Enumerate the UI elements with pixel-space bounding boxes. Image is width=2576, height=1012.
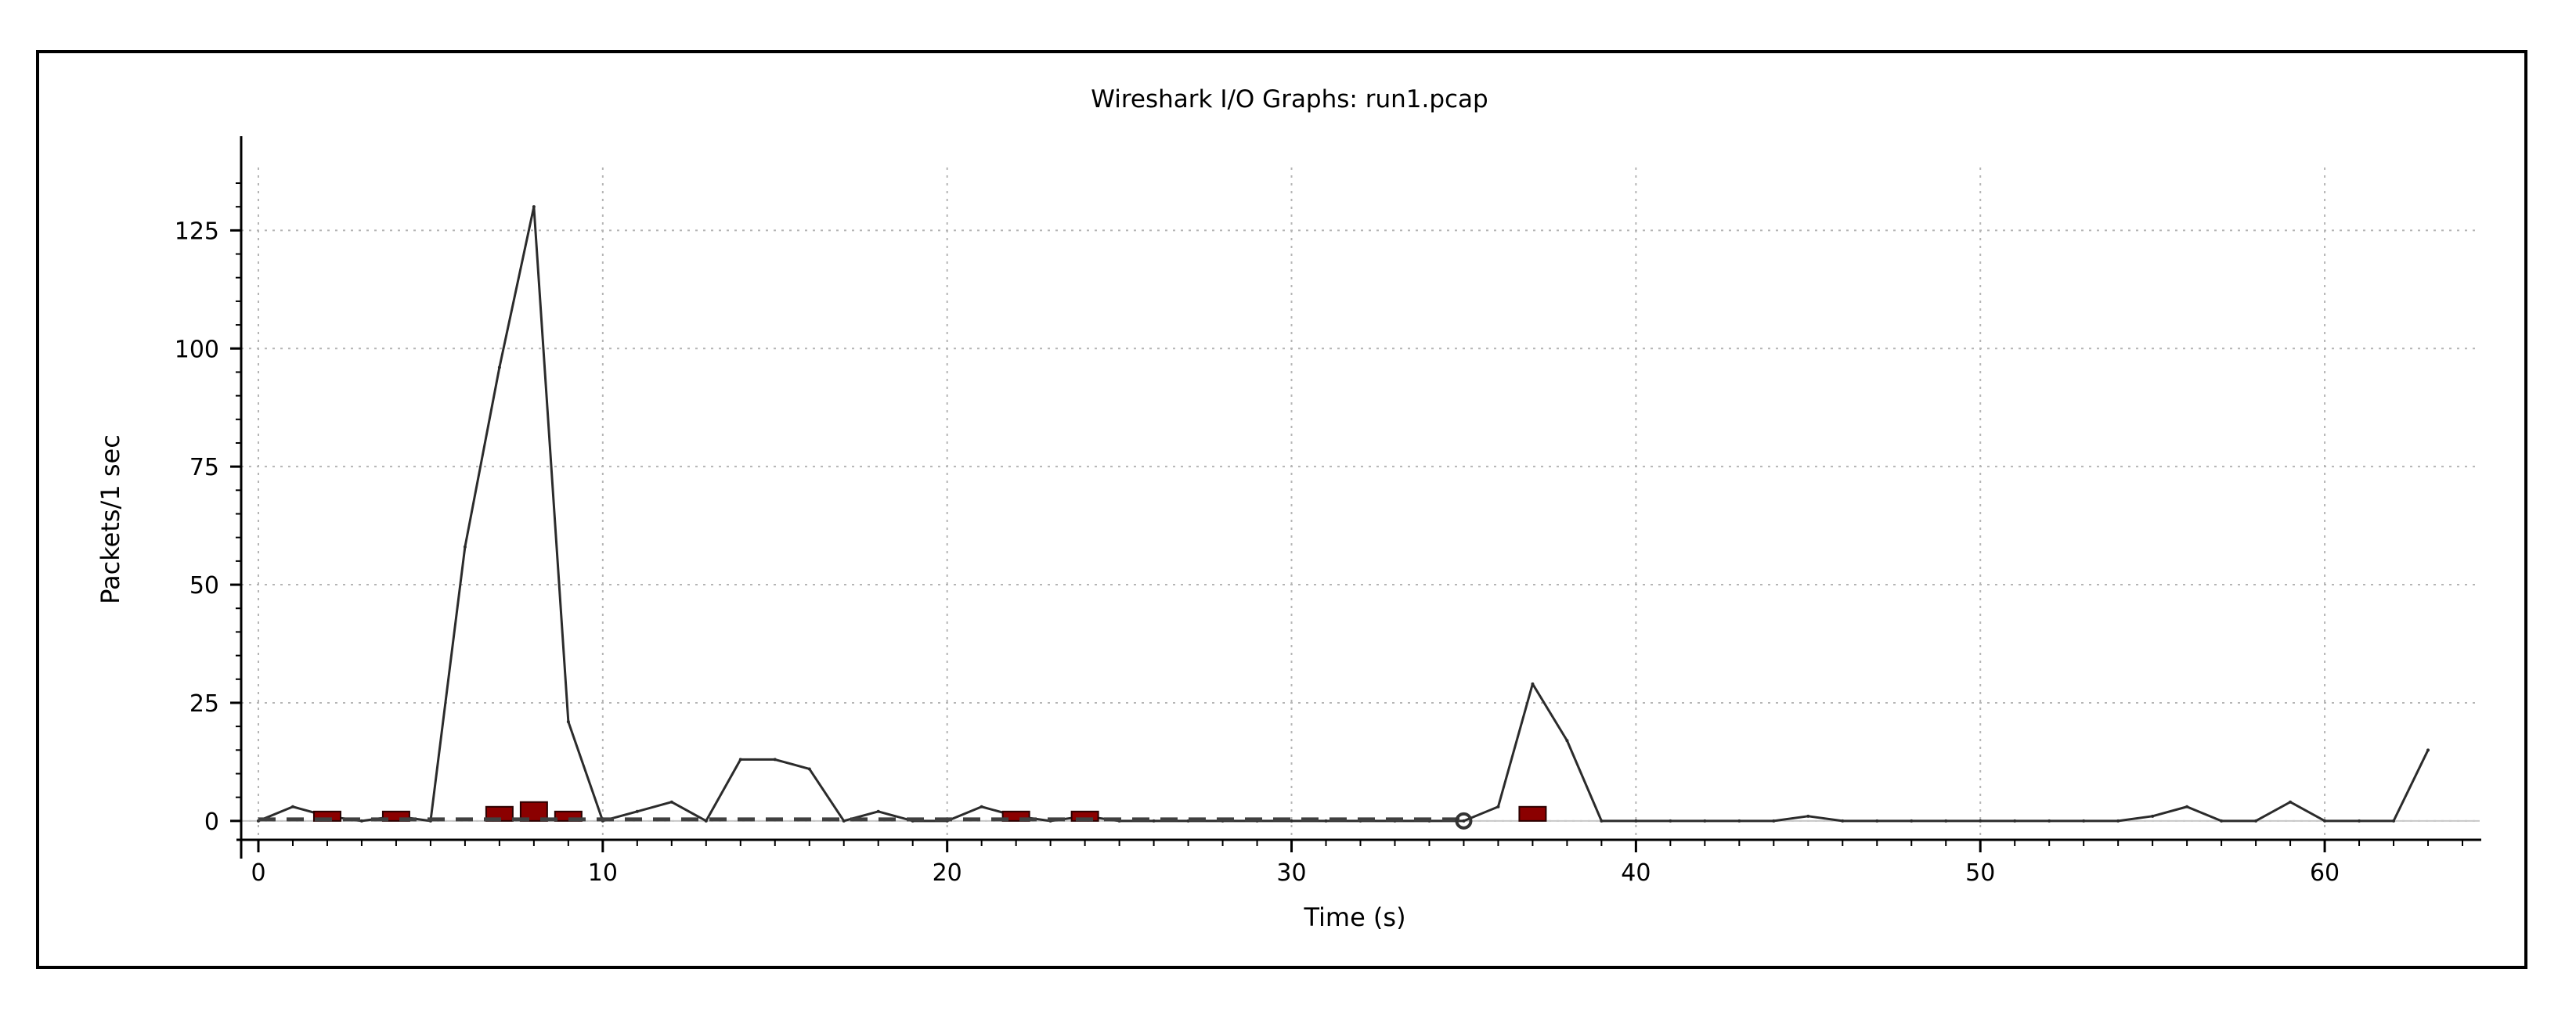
line-point xyxy=(2220,819,2224,823)
x-tick-label: 50 xyxy=(1965,859,1995,887)
line-point xyxy=(1772,819,1776,823)
y-tick-label: 100 xyxy=(175,336,219,363)
line-point xyxy=(2047,819,2051,823)
y-tick-label: 75 xyxy=(189,454,219,481)
line-point xyxy=(463,545,467,549)
line-point xyxy=(704,819,708,823)
line-point xyxy=(1910,819,1914,823)
x-tick-label: 20 xyxy=(933,859,962,887)
x-tick-label: 30 xyxy=(1276,859,1306,887)
line-point xyxy=(2082,819,2086,823)
line-point xyxy=(980,805,983,809)
line-point xyxy=(876,809,880,813)
line-point xyxy=(1841,819,1845,823)
line-point xyxy=(532,205,536,209)
line-point xyxy=(2289,800,2293,804)
line-point xyxy=(2323,819,2327,823)
line-point xyxy=(1462,819,1466,823)
line-point xyxy=(1703,819,1707,823)
line-point xyxy=(773,758,777,762)
line-point xyxy=(1875,819,1879,823)
y-tick-label: 0 xyxy=(204,809,219,836)
x-tick-label: 0 xyxy=(251,859,265,887)
line-point xyxy=(2116,819,2120,823)
line-point xyxy=(1669,819,1672,823)
line-point xyxy=(738,758,742,762)
line-point xyxy=(635,809,639,813)
io-graph-chart[interactable]: Wireshark I/O Graphs: run1.pcap 0 10 20 30 4… xyxy=(39,53,2524,966)
line-point xyxy=(2358,819,2361,823)
line-point xyxy=(2254,819,2258,823)
line-point xyxy=(1806,814,1810,818)
x-tick-label: 10 xyxy=(588,859,618,887)
line-point xyxy=(497,366,501,369)
y-tick-label: 25 xyxy=(189,690,219,718)
line-point xyxy=(1979,819,1983,823)
y-tick-label: 50 xyxy=(189,572,219,600)
line-point xyxy=(1737,819,1741,823)
line-point xyxy=(1324,819,1328,823)
line-point xyxy=(1531,682,1535,686)
line-point xyxy=(1290,819,1293,823)
packets-line-series xyxy=(258,205,2430,823)
line-point xyxy=(290,805,294,809)
y-axis-label: Packets/1 sec xyxy=(96,434,125,604)
line-point xyxy=(1600,819,1604,823)
line-point xyxy=(2151,814,2155,818)
line-point xyxy=(669,800,673,804)
line-point xyxy=(566,720,570,724)
chart-title: Wireshark I/O Graphs: run1.pcap xyxy=(1091,85,1488,113)
io-graph-window: Wireshark I/O Graphs: run1.pcap 0 10 20 30 4… xyxy=(36,50,2527,969)
line-point xyxy=(807,767,811,771)
line-point xyxy=(1944,819,1948,823)
line-point xyxy=(359,819,363,823)
bar xyxy=(1518,805,1547,822)
x-tick-label: 60 xyxy=(2310,859,2340,887)
line-point xyxy=(1634,819,1638,823)
line-point xyxy=(2185,805,2189,809)
line-point xyxy=(2426,748,2430,752)
point-marker xyxy=(1455,812,1473,830)
line-point xyxy=(2013,819,2017,823)
x-axis-label: Time (s) xyxy=(1303,902,1405,932)
line-point xyxy=(842,819,846,823)
line-point xyxy=(1565,739,1569,743)
x-tick-label: 40 xyxy=(1621,859,1651,887)
line-point xyxy=(1496,805,1500,809)
y-tick-label: 125 xyxy=(175,218,219,245)
line-point xyxy=(1152,819,1156,823)
line-point xyxy=(2392,819,2396,823)
